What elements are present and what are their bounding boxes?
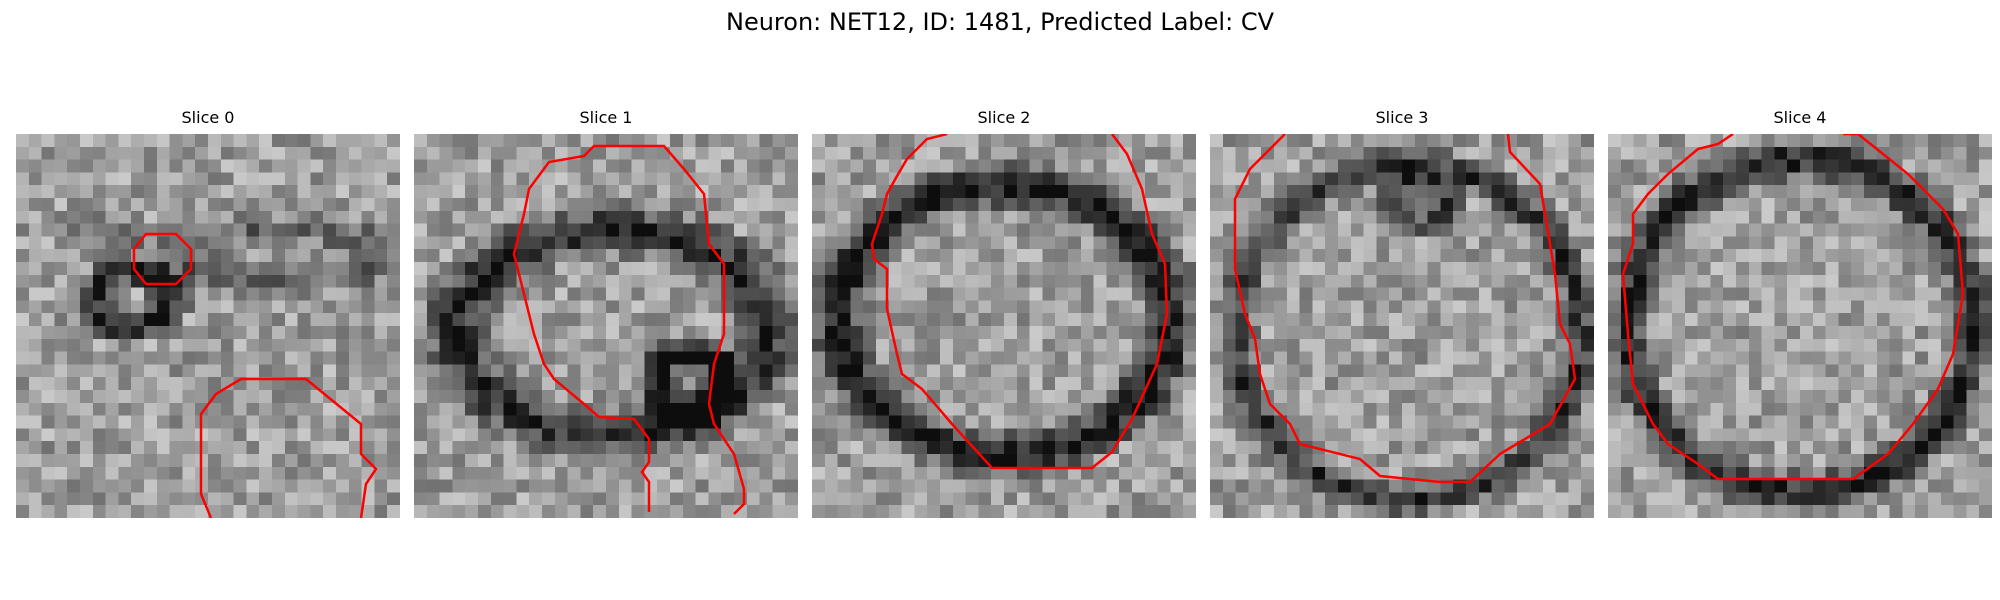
slice-image-0: [16, 134, 400, 518]
slice-contour-2: [870, 134, 1169, 470]
slice-title-3: Slice 3: [1375, 108, 1429, 127]
segmentation-contour: [1233, 134, 1577, 484]
slice-title-4: Slice 4: [1773, 108, 1827, 127]
segmentation-contour: [132, 232, 193, 286]
slice-title-2: Slice 2: [977, 108, 1031, 127]
segmentation-contour: [199, 377, 378, 518]
slice-contour-3: [1233, 134, 1577, 484]
slice-contour-0: [132, 232, 378, 518]
segmentation-contour: [870, 134, 1169, 470]
slice-title-0: Slice 0: [181, 108, 235, 127]
segmentation-contour: [1621, 134, 1965, 481]
slice-title-1: Slice 1: [579, 108, 633, 127]
slice-contour-4: [1621, 134, 1965, 481]
figure-title: Neuron: NET12, ID: 1481, Predicted Label…: [726, 8, 1274, 36]
slice-image-2: [812, 134, 1196, 518]
segmentation-contour: [512, 144, 746, 515]
slice-image-4: [1608, 134, 1992, 518]
slice-image-3: [1210, 134, 1594, 518]
slice-contour-1: [512, 144, 746, 515]
